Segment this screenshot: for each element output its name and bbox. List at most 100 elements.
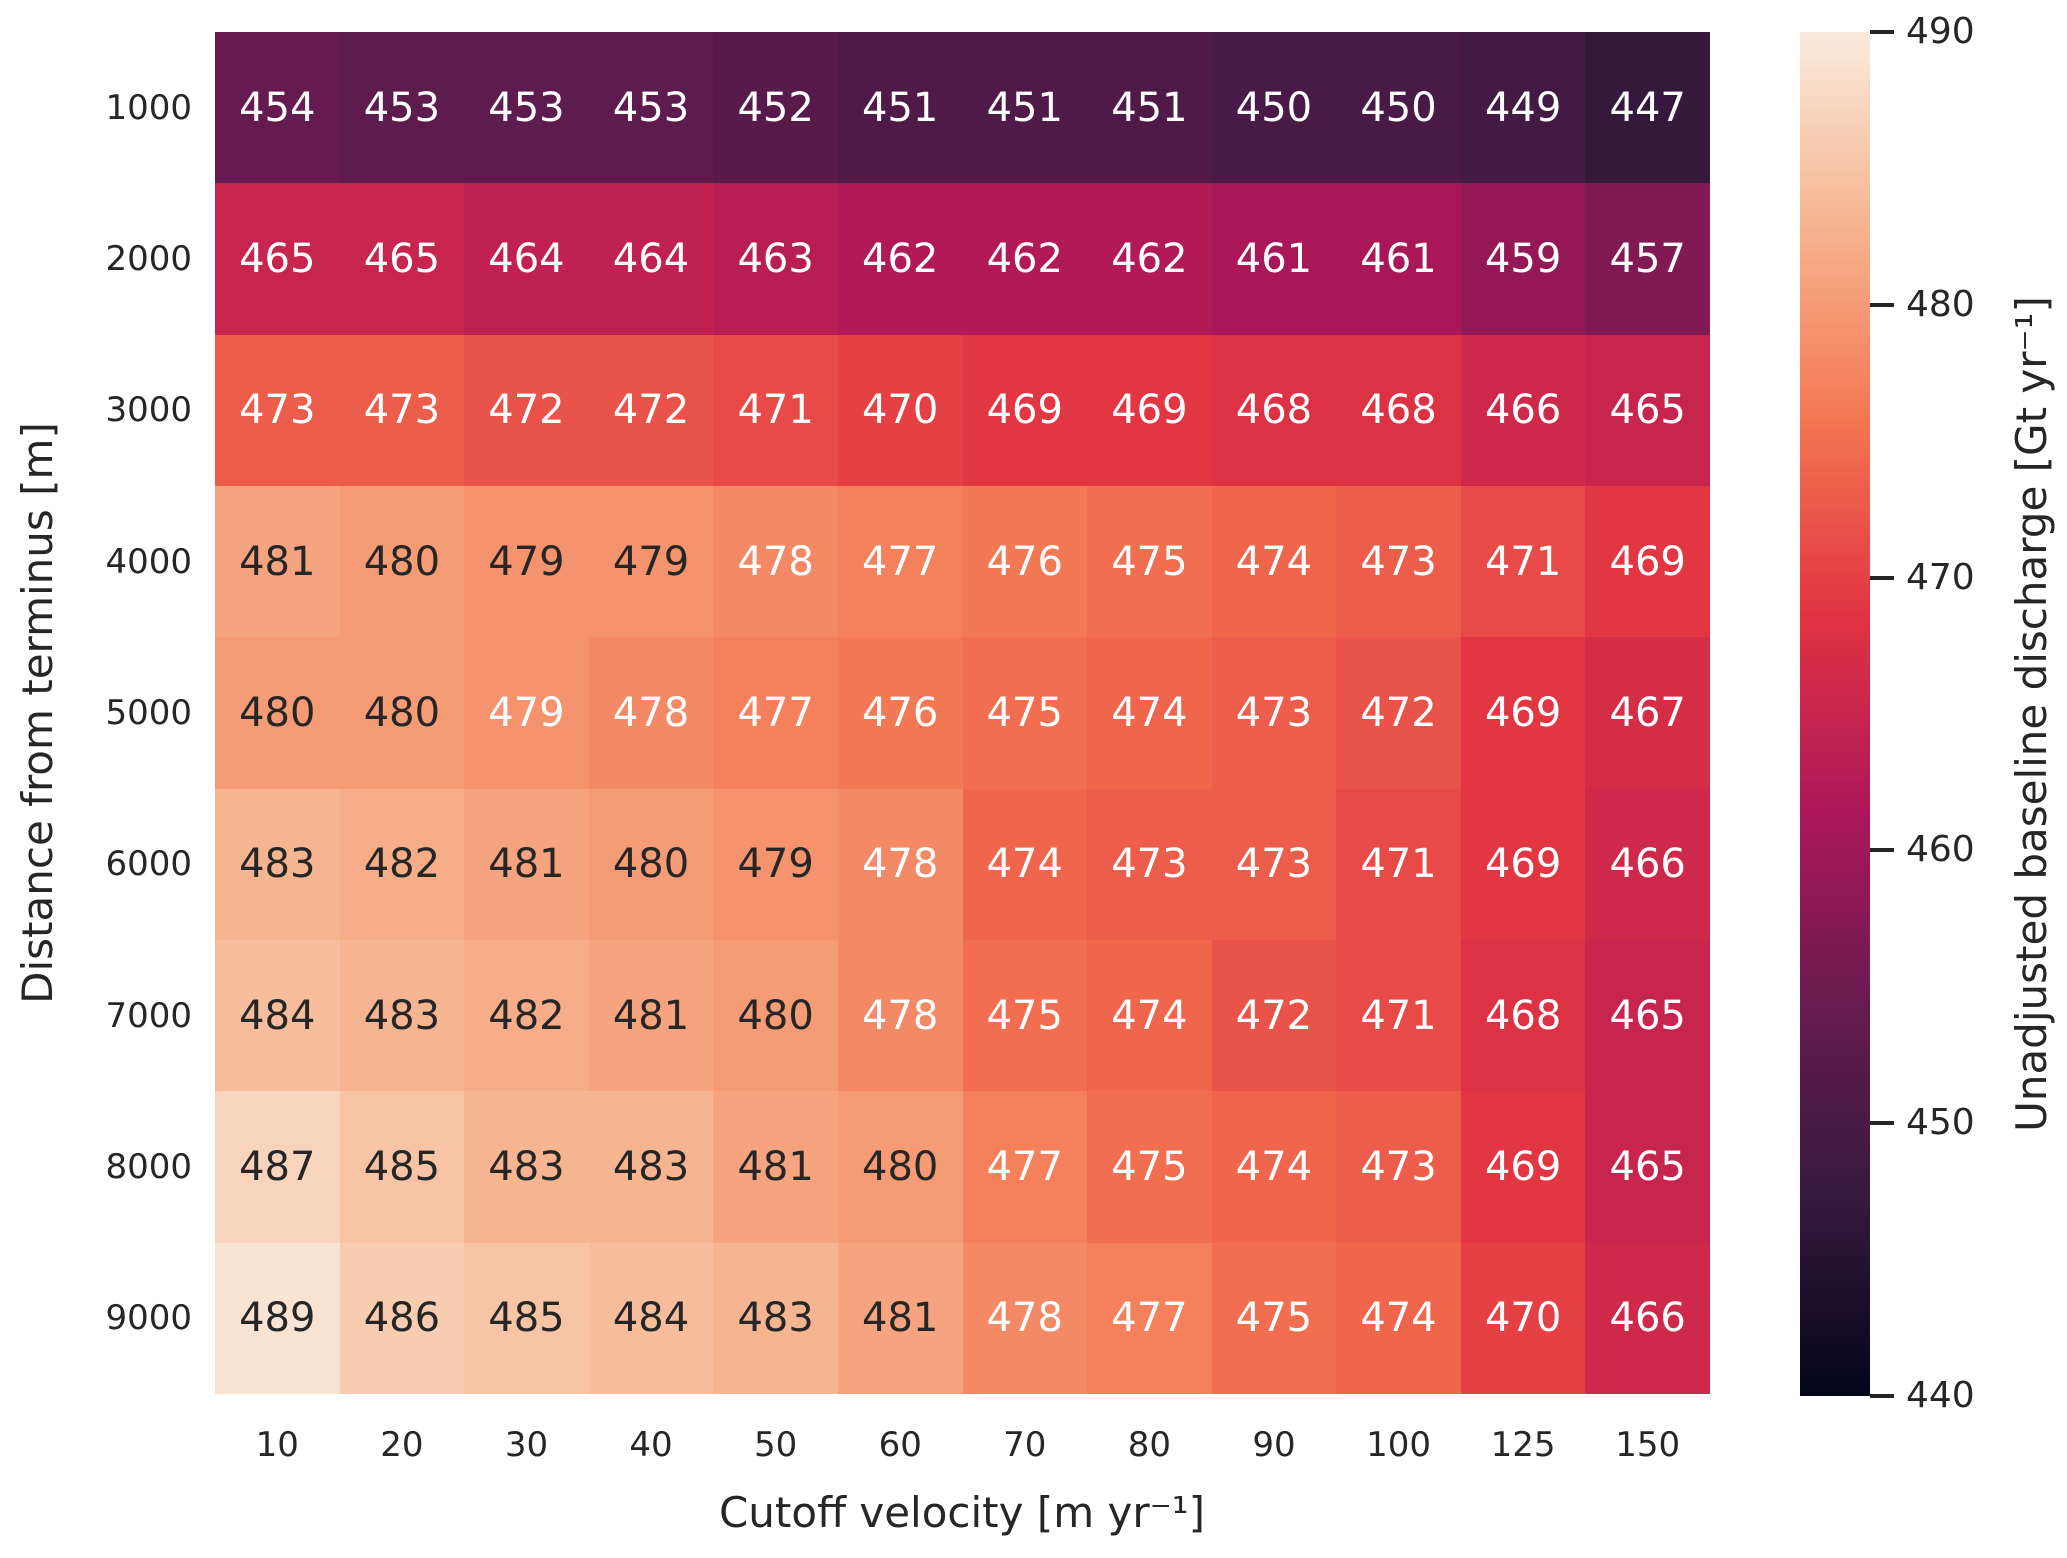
heatmap-cell: 451: [1087, 32, 1212, 184]
heatmap-cell: 469: [1585, 485, 1710, 638]
y-tick-label: 8000: [105, 1147, 192, 1187]
heatmap-cell: 469: [1460, 788, 1586, 940]
heatmap-cell: 475: [1087, 1091, 1212, 1243]
colorbar-label: Unadjusted baseline discharge [Gt yr⁻¹]: [2007, 296, 2056, 1132]
heatmap-cell: 481: [464, 788, 589, 940]
heatmap-cell: 479: [464, 485, 589, 638]
heatmap-cell: 474: [1087, 637, 1212, 789]
heatmap-cell: 480: [215, 637, 340, 789]
y-tick-label: 9000: [105, 1298, 192, 1339]
heatmap-cell: 477: [837, 485, 963, 638]
heatmap-cell: 462: [837, 183, 963, 335]
x-tick-label: 40: [629, 1425, 673, 1465]
x-tick-label: 20: [380, 1425, 424, 1465]
heatmap-cell: 481: [588, 939, 714, 1092]
heatmap-cell: 475: [1211, 1242, 1337, 1394]
heatmap-cell: 479: [588, 485, 714, 638]
heatmap-cell: 471: [1460, 485, 1586, 638]
heatmap-cell: 480: [713, 939, 838, 1092]
heatmap-cell: 474: [1211, 1091, 1337, 1243]
colorbar-tick-mark: [1870, 848, 1894, 853]
colorbar-tick-label: 450: [1906, 1102, 1975, 1144]
heatmap-cell: 477: [962, 1091, 1088, 1243]
x-axis-label: Cutoff velocity [m yr⁻¹]: [718, 1488, 1206, 1537]
heatmap-cell: 474: [1211, 485, 1337, 638]
heatmap-cell: 451: [962, 32, 1088, 184]
colorbar-tick-label: 460: [1906, 829, 1975, 871]
colorbar-tick-mark: [1870, 1394, 1894, 1398]
y-tick-label: 6000: [105, 844, 192, 885]
heatmap-cell: 479: [464, 637, 589, 789]
y-tick-label: 1000: [105, 87, 192, 128]
heatmap-cell: 475: [1087, 485, 1212, 638]
heatmap-cell: 465: [339, 183, 465, 335]
heatmap-cell: 462: [962, 183, 1088, 335]
heatmap-cell: 469: [1460, 1091, 1586, 1243]
heatmap-cell: 478: [962, 1242, 1088, 1394]
heatmap-cell: 485: [464, 1242, 589, 1394]
heatmap-cell: 461: [1336, 183, 1461, 335]
heatmap-cell: 475: [962, 939, 1088, 1092]
heatmap-cell: 472: [464, 334, 589, 486]
heatmap-cell: 480: [339, 637, 465, 789]
colorbar-tick-mark: [1870, 575, 1894, 580]
x-tick-label: 50: [753, 1425, 798, 1465]
heatmap-cell: 483: [588, 1091, 714, 1243]
y-tick-label: 4000: [105, 541, 192, 582]
x-tick-label: 100: [1366, 1425, 1431, 1465]
heatmap-cell: 470: [837, 334, 963, 486]
colorbar-tick-mark: [1870, 302, 1894, 307]
heatmap-cell: 473: [1087, 788, 1212, 940]
heatmap-cell: 472: [1336, 637, 1461, 789]
heatmap-cell: 452: [713, 32, 838, 184]
heatmap-cell: 481: [837, 1242, 963, 1394]
heatmap-cell: 453: [339, 32, 465, 184]
heatmap-cell: 449: [1460, 32, 1586, 184]
heatmap-cell: 482: [339, 788, 465, 940]
heatmap-cell: 483: [339, 939, 465, 1092]
heatmap-cell: 484: [588, 1242, 714, 1394]
heatmap-cell: 477: [1087, 1242, 1212, 1394]
colorbar-gradient: [1800, 32, 1870, 1396]
heatmap-cell: 470: [1460, 1242, 1586, 1394]
heatmap-cell: 450: [1336, 32, 1461, 184]
heatmap-cell: 473: [339, 334, 465, 486]
heatmap-cell: 474: [1336, 1242, 1461, 1394]
x-tick-label: 70: [1003, 1425, 1047, 1465]
heatmap-cell: 454: [215, 32, 340, 184]
heatmap-grid: 454 453 453 453 452 451 451 451 450 450 449 447 465 4…: [215, 32, 1710, 1394]
heatmap-cell: 462: [1087, 183, 1212, 335]
x-tick-label: 90: [1252, 1425, 1296, 1465]
heatmap-cell: 480: [339, 485, 465, 638]
heatmap-cell: 471: [1336, 788, 1461, 940]
heatmap-cell: 465: [1585, 1091, 1710, 1243]
y-tick-label: 3000: [105, 390, 192, 431]
heatmap-cell: 472: [1211, 939, 1337, 1092]
colorbar-tick-label: 470: [1906, 556, 1975, 598]
heatmap-cell: 468: [1336, 334, 1461, 486]
x-tick-label: 80: [1127, 1425, 1172, 1465]
y-tick-label: 5000: [105, 693, 192, 733]
heatmap-cell: 481: [215, 485, 340, 638]
heatmap-cell: 472: [588, 334, 714, 486]
heatmap-cell: 487: [215, 1091, 340, 1243]
heatmap-cell: 474: [962, 788, 1088, 940]
colorbar-tick-mark: [1870, 30, 1894, 34]
heatmap-cell: 484: [215, 939, 340, 1092]
heatmap-cell: 450: [1211, 32, 1337, 184]
heatmap-cell: 469: [1087, 334, 1212, 486]
heatmap-cell: 481: [713, 1091, 838, 1243]
heatmap-cell: 453: [588, 32, 714, 184]
heatmap-cell: 467: [1585, 637, 1710, 789]
x-tick-label: 60: [878, 1425, 922, 1465]
heatmap-cell: 478: [588, 637, 714, 789]
heatmap-cell: 459: [1460, 183, 1586, 335]
colorbar-tick-label: 480: [1906, 283, 1975, 325]
heatmap-cell: 475: [962, 637, 1088, 789]
heatmap-cell: 473: [215, 334, 340, 486]
heatmap-cell: 471: [713, 334, 838, 486]
y-axis-label: Distance from terminus [m]: [13, 422, 62, 1004]
heatmap-cell: 468: [1211, 334, 1337, 486]
heatmap-cell: 473: [1211, 637, 1337, 789]
heatmap-cell: 476: [837, 637, 963, 789]
